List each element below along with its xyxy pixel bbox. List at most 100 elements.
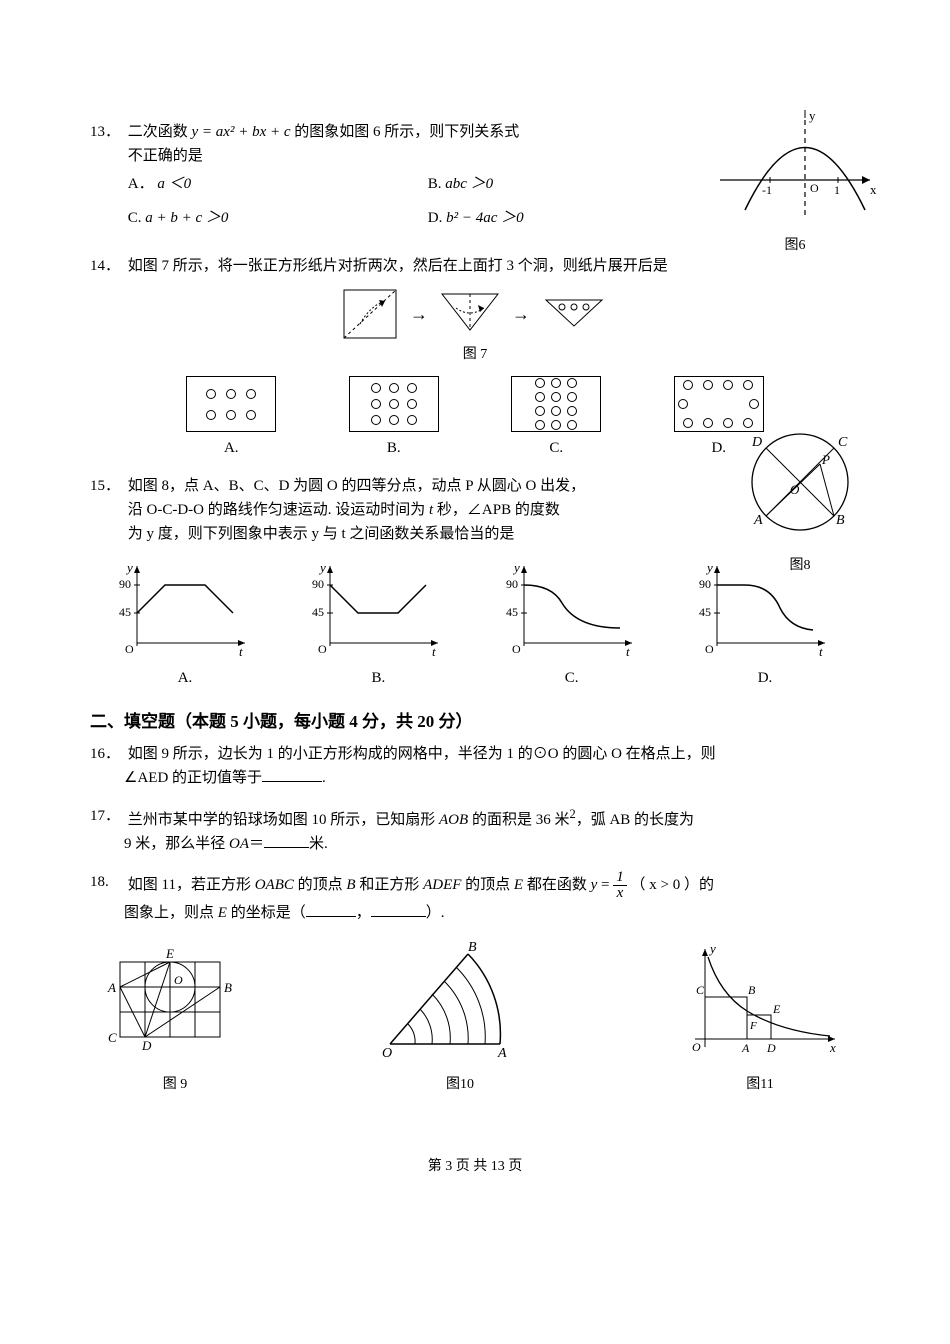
fig8-label: 图8 [730,555,870,577]
svg-text:90: 90 [312,577,324,591]
q15-graph-d: 90 45 O y t D. [690,558,840,690]
svg-text:O: O [174,973,183,987]
fold-arrow-1: → [410,300,428,329]
svg-text:C: C [108,1030,117,1045]
q13-formula: y = ax² + bx + c [192,124,291,140]
q13-opt-c: C. a + b + c ＞0 [128,206,428,230]
q13-opt-d: D. b² − 4ac ＞0 [428,206,728,230]
svg-text:y: y [809,110,816,123]
q16-number: 16． [90,742,124,766]
svg-text:O: O [512,642,521,656]
q15-figure: A B C D O P 图8 [730,424,870,577]
q15-graph-c: 90 45 O y t C. [497,558,647,690]
fold-arrow-2: → [512,300,530,329]
q14-options: A. B. C. [150,376,800,460]
fig7-label: 图 7 [90,344,860,366]
svg-text:B: B [468,940,477,955]
svg-text:B: B [748,983,756,997]
svg-text:O: O [705,642,714,656]
svg-text:-1: -1 [762,183,772,197]
q13-options-row1: A． a ＜0 B. abc ＞0 [128,172,728,196]
q13-text-b: 的图象如图 6 所示，则下列关系式 [291,124,520,140]
fold-step3 [540,294,610,334]
q15-number: 15． [90,474,124,498]
svg-text:B: B [224,980,232,995]
fig8-svg: A B C D O P [730,424,870,544]
q13-number: 13． [90,120,124,144]
svg-text:O: O [125,642,134,656]
svg-text:A: A [107,980,116,995]
svg-text:C: C [838,435,848,450]
q18-number: 18. [90,870,124,894]
svg-text:1: 1 [834,183,840,197]
question-16: 16． 如图 9 所示，边长为 1 的小正方形构成的网格中，半径为 1 的⊙O … [90,742,860,790]
svg-text:D: D [141,1038,152,1053]
svg-text:A: A [497,1046,507,1061]
q14-opt-c: C. [501,376,611,460]
svg-text:P: P [821,452,830,467]
svg-text:D: D [751,435,762,450]
svg-text:y: y [125,560,133,575]
svg-text:t: t [626,644,630,658]
question-18: 18. 如图 11，若正方形 OABC 的顶点 B 和正方形 ADEF 的顶点 … [90,870,860,925]
svg-text:y: y [512,560,520,575]
svg-text:y: y [318,560,326,575]
q13-opt-b: B. abc ＞0 [428,172,728,196]
figure-9: A B C D E O 图 9 [100,944,250,1096]
q14-fold-sequence: → → 图 7 [90,286,860,366]
bottom-figures: A B C D E O 图 9 O A B 图10 [100,939,850,1096]
question-17: 17． 兰州市某中学的铅球场如图 10 所示，已知扇形 AOB 的面积是 36 … [90,804,860,856]
figure-10: O A B 图10 [370,939,550,1096]
svg-text:O: O [318,642,327,656]
svg-text:B: B [836,513,845,528]
svg-text:45: 45 [119,605,131,619]
svg-text:45: 45 [506,605,518,619]
svg-text:x: x [829,1040,836,1055]
svg-text:E: E [772,1002,781,1016]
q14-opt-b: B. [339,376,449,460]
q15-graph-b: 90 45 O y t B. [303,558,453,690]
svg-text:90: 90 [506,577,518,591]
svg-text:x: x [870,182,877,197]
svg-text:O: O [692,1040,701,1054]
q17-number: 17． [90,804,124,828]
svg-text:t: t [819,644,823,658]
svg-text:t: t [432,644,436,658]
q13-figure: y x -1 1 O 图6 [710,110,880,258]
question-15: 15． 如图 8，点 A、B、C、D 为圆 O 的四等分点，动点 P 从圆心 O… [90,474,860,690]
q15-graph-a: 90 45 O y t A. [110,558,260,690]
q13-stem: 二次函数 y = ax² + bx + c 的图象如图 6 所示，则下列关系式 … [128,120,728,240]
q14-opt-a: A. [176,376,286,460]
q18-blank-2 [371,901,426,917]
q13-options-row2: C. a + b + c ＞0 D. b² − 4ac ＞0 [128,206,728,230]
q14-number: 14． [90,254,124,278]
q17-stem: 兰州市某中学的铅球场如图 10 所示，已知扇形 AOB 的面积是 36 米2，弧… [90,812,694,852]
section2-title: 二、填空题（本题 5 小题，每小题 4 分，共 20 分） [90,708,860,735]
svg-text:C: C [696,983,705,997]
svg-text:y: y [708,941,716,956]
fig6-svg: y x -1 1 O [710,110,880,225]
q16-blank [262,766,322,782]
q13-opt-a: A． a ＜0 [128,172,428,196]
svg-text:O: O [382,1046,392,1061]
svg-text:90: 90 [119,577,131,591]
figure-11: O A B C D E F x y 图11 [670,939,850,1096]
q17-blank [264,832,309,848]
question-13: 13． 二次函数 y = ax² + bx + c 的图象如图 6 所示，则下列… [90,120,860,240]
q15-graphs: 90 45 O y t A. 90 45 O y t [110,558,840,690]
svg-text:D: D [766,1041,776,1055]
svg-text:A: A [753,513,763,528]
q14-stem: 如图 7 所示，将一张正方形纸片对折两次，然后在上面打 3 个洞，则纸片展开后是 [128,258,668,274]
q18-stem: 如图 11，若正方形 OABC 的顶点 B 和正方形 ADEF 的顶点 E 都在… [90,877,714,921]
svg-text:E: E [165,946,174,961]
q16-stem: 如图 9 所示，边长为 1 的小正方形构成的网格中，半径为 1 的⊙O 的圆心 … [90,746,716,786]
svg-text:45: 45 [312,605,324,619]
q15-stem: 如图 8，点 A、B、C、D 为圆 O 的四等分点，动点 P 从圆心 O 出发，… [128,474,688,546]
q13-text-a: 二次函数 [128,124,192,140]
svg-text:y: y [705,560,713,575]
svg-text:F: F [749,1020,757,1032]
svg-text:A: A [741,1041,750,1055]
svg-text:O: O [810,181,819,195]
fold-step1 [340,286,400,342]
svg-text:O: O [790,482,800,497]
